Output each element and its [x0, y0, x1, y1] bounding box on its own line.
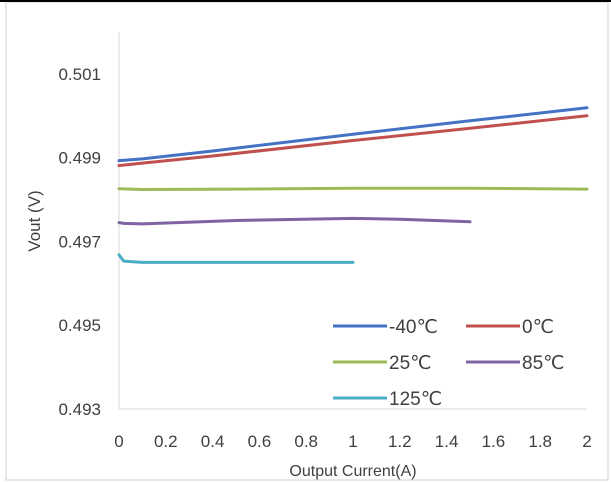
legend-label: 125℃ — [389, 389, 442, 410]
series-lines — [117, 106, 589, 264]
x-tick-label: 0 — [114, 432, 123, 451]
x-tick-label: 0.4 — [201, 432, 225, 451]
y-axis-title: Vout (V) — [25, 190, 44, 251]
series-line — [117, 114, 589, 168]
outer-frame — [5, 1, 609, 481]
x-tick-label: 1.8 — [528, 432, 552, 451]
y-tick-label: 0.495 — [58, 316, 101, 335]
legend-label: 85℃ — [522, 353, 564, 374]
series-line — [117, 253, 355, 264]
x-tick-label: 2 — [582, 432, 591, 451]
legend-label: -40℃ — [389, 317, 438, 338]
series-line — [117, 186, 589, 191]
legend-label: 25℃ — [389, 353, 431, 374]
y-tick-label: 0.501 — [58, 65, 101, 84]
x-tick-label: 1.6 — [482, 432, 506, 451]
x-tick-label: 0.8 — [294, 432, 318, 451]
x-axis-title: Output Current(A) — [289, 463, 416, 480]
y-tick-label: 0.493 — [58, 400, 101, 419]
y-tick-label: 0.497 — [58, 232, 101, 251]
x-tick-label: 1.4 — [435, 432, 459, 451]
x-tick-label: 0.2 — [154, 432, 178, 451]
y-tick-label: 0.499 — [58, 149, 101, 168]
legend: -40℃ 0℃ 25℃ 85℃ 125℃ — [333, 317, 564, 410]
x-tick-label: 1 — [348, 432, 357, 451]
legend-label: 0℃ — [522, 317, 554, 338]
series-line — [117, 106, 589, 163]
x-tick-label: 0.6 — [248, 432, 272, 451]
series-line — [117, 216, 472, 226]
x-tick-label: 1.2 — [388, 432, 412, 451]
y-tick-labels: 0.493 0.495 0.497 0.499 0.501 — [58, 65, 101, 419]
x-tick-labels: 0 0.2 0.4 0.6 0.8 1 1.2 1.4 1.6 1.8 2 — [114, 432, 591, 451]
